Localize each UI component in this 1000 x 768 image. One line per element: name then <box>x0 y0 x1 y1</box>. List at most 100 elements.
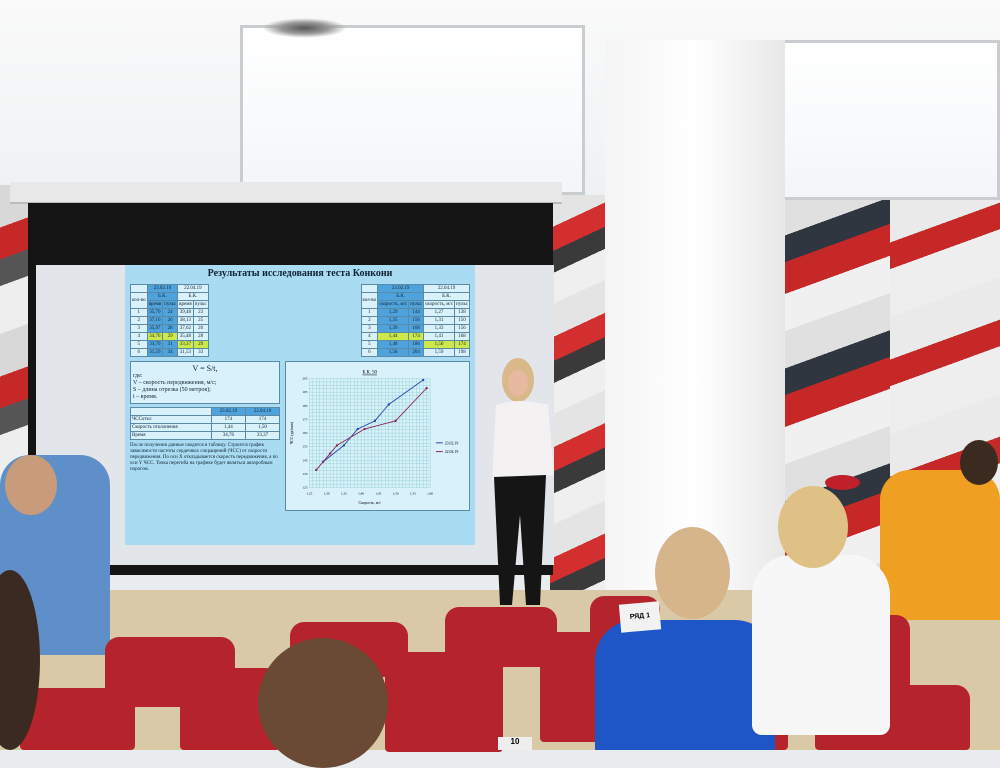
table-cell: 156 <box>454 324 470 333</box>
table-cell: Скорость отклонения <box>130 423 212 432</box>
table-cell: 6 <box>360 348 379 357</box>
data-point <box>394 419 397 423</box>
chair <box>385 652 503 752</box>
table-cell: время <box>177 300 194 309</box>
table-cell: Б.К. <box>146 292 179 301</box>
formula-text: V – скорость передвижения, м/с; <box>133 380 217 386</box>
data-point <box>425 386 428 390</box>
table-row: 4 1,44 174 1,41 168 <box>360 332 470 341</box>
bottom-row: V = S/t, где: V – скорость передвижения,… <box>130 361 470 511</box>
table-cell: 1,44 <box>377 332 410 341</box>
table-row: кол-во Б.К. Б.К. <box>130 292 209 309</box>
table-cell: 144 <box>408 308 425 317</box>
data-point <box>335 444 339 447</box>
table-cell: 1,35 <box>377 316 410 325</box>
table-cell: 1,59 <box>423 348 456 357</box>
table-row: 2 37,16 26 38,13 25 <box>130 316 209 325</box>
table-cell: кол-во <box>130 292 148 309</box>
table-cell: 1,50 <box>244 423 281 432</box>
table-cell: пульс <box>192 300 209 309</box>
table-cell: 174 <box>454 340 470 349</box>
audience-member <box>595 620 775 750</box>
bar-stool <box>825 475 860 490</box>
table-cell: 23.02.19 <box>146 284 179 293</box>
table-cell: 33,37 <box>177 340 194 349</box>
slide-title: Результаты исследования теста Конкони <box>207 268 393 279</box>
table-row: 23.02.19 22.04.19 <box>130 284 209 293</box>
table-cell: 22.04.19 <box>423 284 470 293</box>
table-cell: 150 <box>454 316 470 325</box>
presentation-slide: Результаты исследования теста Конкони 23… <box>125 265 475 545</box>
pillar <box>605 40 785 600</box>
presenter <box>492 358 554 605</box>
table-cell: 2 <box>360 316 379 325</box>
y-tick-label: 205 <box>302 377 307 381</box>
chair <box>20 688 135 750</box>
data-point <box>342 444 346 447</box>
table-cell: 1,27 <box>423 308 456 317</box>
table-cell <box>360 284 379 293</box>
table-cell: 138 <box>454 308 470 317</box>
y-tick-label: 125 <box>302 486 307 490</box>
table-cell: 34,76 <box>210 431 246 440</box>
table-cell: 1,29 <box>377 308 410 317</box>
table-cell: 186 <box>408 340 425 349</box>
table-row: 3 35,97 28 37,62 26 <box>130 324 209 333</box>
table-cell: 25 <box>192 316 209 325</box>
table-row: 5 1,48 186 1,50 174 <box>360 340 470 349</box>
y-tick-label: 135 <box>302 472 307 476</box>
x-tick-label: 1,45 <box>375 491 381 496</box>
audience-member-head <box>5 455 57 515</box>
table-cell: 28 <box>192 332 209 341</box>
y-tick-label: 195 <box>302 390 307 394</box>
table-cell: 22.04.19 <box>244 407 281 416</box>
table-cell: 22.04.19 <box>177 284 209 293</box>
table-row: время пульс время пульс <box>131 300 209 309</box>
table-cell: 1 <box>360 308 379 317</box>
data-point <box>363 427 366 431</box>
time-table: 23.02.19 22.04.19 кол-во Б.К. Б.К. время пульс… <box>130 284 209 357</box>
row-sign: РЯД 1 <box>618 601 662 633</box>
data-point <box>387 403 390 406</box>
table-cell: Б.К. <box>377 292 425 301</box>
formula-text: t – время. <box>133 394 158 400</box>
table-cell: 174 <box>210 415 246 424</box>
table-cell: ЧССоткл <box>130 415 212 424</box>
table-cell: 33,37 <box>244 431 281 440</box>
table-row: 23.02.19 22.04.19 <box>130 407 281 416</box>
audience-member-head <box>960 440 998 485</box>
table-row: 4 34,76 29 35,48 28 <box>130 332 209 341</box>
table-cell: 168 <box>454 332 470 341</box>
table-cell: 31 <box>162 340 179 349</box>
table-cell: Б.К. <box>177 292 209 301</box>
table-cell <box>130 407 212 416</box>
table-cell: 29 <box>192 340 209 349</box>
table-row: Скорость отклонения 1,44 1,50 <box>130 423 281 432</box>
table-row: 2 1,35 156 1,31 150 <box>360 316 470 325</box>
legend-label: 23.02.19 <box>445 441 459 445</box>
table-cell: 33 <box>192 348 209 357</box>
table-cell: 37,62 <box>177 324 194 333</box>
table-cell: Б.К. <box>423 292 470 301</box>
x-tick-label: 1,35 <box>341 491 347 496</box>
table-cell: 26 <box>192 324 209 333</box>
table-cell: 1,39 <box>377 324 410 333</box>
data-point <box>315 468 318 472</box>
seat-number: 10 <box>498 737 532 750</box>
table-row: 5 33,70 31 33,37 29 <box>130 340 209 349</box>
table-cell: 35,97 <box>146 324 164 333</box>
ceiling-vent <box>262 18 347 38</box>
table-cell: 168 <box>408 324 425 333</box>
tables-row: 23.02.19 22.04.19 кол-во Б.К. Б.К. время пульс… <box>130 284 470 357</box>
x-axis-label: Скорость, м/с <box>358 501 381 506</box>
chart-box: Б.К. 50 Скорость, м/с ЧСС (уд/мин) 1,25 1,30… <box>285 361 470 511</box>
table-cell: 156 <box>408 316 425 325</box>
table-cell: 1,41 <box>423 332 456 341</box>
table-row: 23.02.19 22.04.19 <box>360 284 470 293</box>
table-row: 3 1,39 168 1,33 156 <box>360 324 470 333</box>
table-cell: 5 <box>360 340 379 349</box>
table-cell: 4 <box>130 332 148 341</box>
table-cell: 1,44 <box>210 423 246 432</box>
konconi-chart: Б.К. 50 Скорость, м/с ЧСС (уд/мин) 1,25 1,30… <box>290 371 459 506</box>
table-cell: 35,70 <box>146 308 164 317</box>
